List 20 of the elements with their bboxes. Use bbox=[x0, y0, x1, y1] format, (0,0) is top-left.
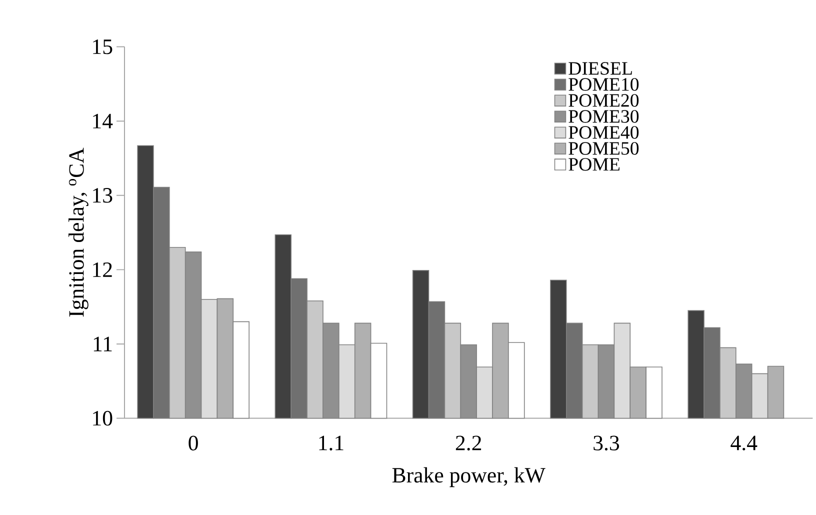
y-tick-label: 11 bbox=[94, 336, 112, 352]
legend-label: POME50 bbox=[568, 142, 639, 155]
y-tick-label: 13 bbox=[93, 188, 112, 203]
y-axis-title: Ignition delay, $^{o}$CA bbox=[68, 148, 88, 317]
x-tick-label: 1.1 bbox=[319, 436, 344, 450]
x-tick-label: 2.2 bbox=[456, 436, 482, 451]
x-tick-label: 3.3 bbox=[594, 436, 620, 451]
x-tick-label: 4.4 bbox=[730, 436, 758, 450]
y-tick-label: 12 bbox=[93, 262, 112, 277]
legend-label: POME10 bbox=[568, 78, 639, 91]
legend-label: POME20 bbox=[568, 94, 639, 107]
y-tick-label: 14 bbox=[93, 114, 113, 128]
y-tick-label: 10 bbox=[93, 410, 112, 426]
y-tick-label: 15 bbox=[93, 40, 112, 54]
legend-label: POME30 bbox=[568, 110, 639, 123]
legend-label: POME bbox=[568, 158, 620, 171]
x-tick-label: 0 bbox=[188, 436, 198, 451]
x-axis-title: Brake power, kW bbox=[392, 467, 546, 488]
legend-label: DIESEL bbox=[568, 62, 632, 75]
legend-label: POME40 bbox=[568, 126, 639, 139]
